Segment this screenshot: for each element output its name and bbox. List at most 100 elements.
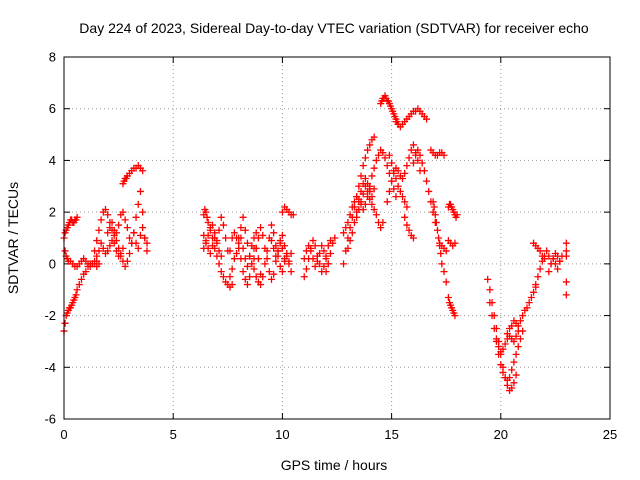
data-point [326, 250, 334, 258]
data-point [250, 265, 258, 273]
x-tick-label: 25 [603, 427, 617, 442]
data-point [512, 371, 520, 379]
data-point [126, 250, 134, 258]
data-point [425, 187, 433, 195]
data-point [134, 200, 142, 208]
data-point [272, 252, 280, 260]
data-point [217, 268, 225, 276]
data-point [451, 239, 459, 247]
data-point [551, 260, 559, 268]
data-point [361, 154, 369, 162]
data-point [248, 260, 256, 268]
y-tick-label: -2 [44, 308, 56, 323]
data-point [324, 260, 332, 268]
chart-title: Day 224 of 2023, Sidereal Day-to-day VTE… [79, 20, 589, 36]
data-point [246, 273, 254, 281]
data-point [536, 265, 544, 273]
data-point [381, 154, 389, 162]
x-axis-label: GPS time / hours [281, 457, 388, 473]
data-point [250, 255, 258, 263]
data-point [346, 211, 354, 219]
data-point [219, 221, 227, 229]
data-point [499, 345, 507, 353]
data-point [248, 242, 256, 250]
data-point [136, 231, 144, 239]
data-point [562, 291, 570, 299]
data-point [388, 159, 396, 167]
data-point [93, 252, 101, 260]
data-point [562, 252, 570, 260]
data-point [392, 193, 400, 201]
data-point [112, 237, 120, 245]
data-point [139, 224, 147, 232]
data-point [495, 343, 503, 351]
data-point [486, 299, 494, 307]
data-point [444, 293, 452, 301]
data-point [115, 244, 123, 252]
data-point [409, 141, 417, 149]
data-point [106, 224, 114, 232]
data-point [545, 268, 553, 276]
data-point [512, 332, 520, 340]
data-point [204, 244, 212, 252]
data-point [134, 244, 142, 252]
data-point [514, 322, 522, 330]
data-point [430, 203, 438, 211]
data-point [202, 208, 210, 216]
data-point [311, 242, 319, 250]
data-point [379, 218, 387, 226]
data-point [519, 327, 527, 335]
data-point [143, 247, 151, 255]
data-point [390, 185, 398, 193]
data-point [139, 208, 147, 216]
data-point [97, 216, 105, 224]
data-point [357, 198, 365, 206]
data-point [209, 242, 217, 250]
x-tick-label: 10 [275, 427, 289, 442]
data-point [115, 221, 123, 229]
data-point [215, 260, 223, 268]
data-point [525, 299, 533, 307]
data-point [543, 247, 551, 255]
data-point [270, 244, 278, 252]
data-point [383, 198, 391, 206]
data-point [344, 218, 352, 226]
y-axis-label: SDTVAR / TECUs [5, 182, 21, 294]
data-point [267, 275, 275, 283]
data-point [340, 229, 348, 237]
data-point [274, 247, 282, 255]
data-point [211, 234, 219, 242]
data-point [204, 218, 212, 226]
data-point [403, 203, 411, 211]
data-point [331, 234, 339, 242]
data-point [119, 208, 127, 216]
data-point [241, 275, 249, 283]
data-point [388, 177, 396, 185]
data-point [440, 268, 448, 276]
data-point [302, 265, 310, 273]
plot-frame [63, 56, 611, 420]
data-point [370, 185, 378, 193]
data-point [307, 247, 315, 255]
data-point [510, 337, 518, 345]
data-point [510, 379, 518, 387]
data-point [318, 242, 326, 250]
data-point [357, 172, 365, 180]
data-point [106, 242, 114, 250]
data-point [350, 218, 358, 226]
data-point [540, 255, 548, 263]
data-point [316, 250, 324, 258]
data-point [239, 244, 247, 252]
data-point [451, 312, 459, 320]
data-point [359, 190, 367, 198]
data-point [265, 268, 273, 276]
data-point [202, 237, 210, 245]
data-point [442, 278, 450, 286]
x-tick-label: 15 [384, 427, 398, 442]
data-point [368, 172, 376, 180]
data-point [252, 244, 260, 252]
data-point [355, 206, 363, 214]
data-point [73, 213, 81, 221]
data-point [95, 247, 103, 255]
